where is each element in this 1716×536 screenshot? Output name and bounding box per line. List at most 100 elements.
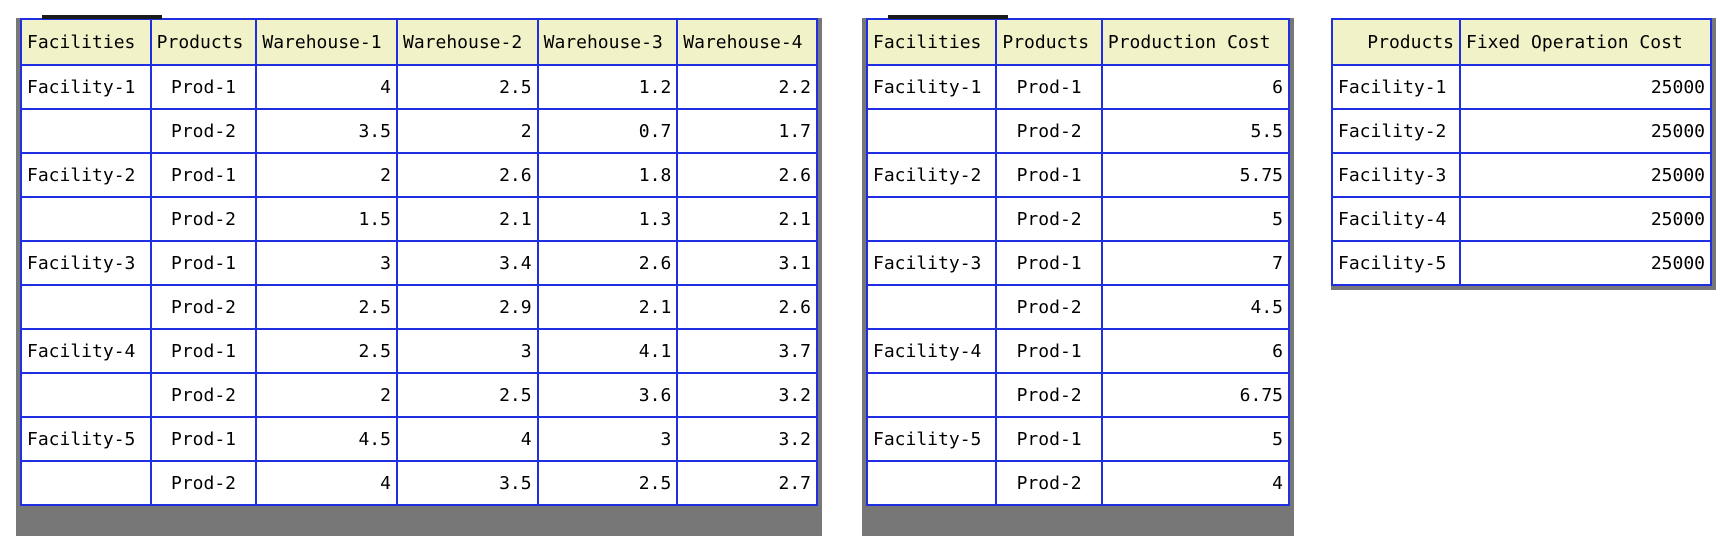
production-cost-cell[interactable]: 5 xyxy=(1100,416,1291,462)
product-cell[interactable]: Prod-1 xyxy=(149,64,258,110)
column-header[interactable]: Facilities xyxy=(20,18,152,66)
fixed-cost-cell[interactable]: 25000 xyxy=(1459,108,1712,154)
product-cell[interactable]: Prod-1 xyxy=(149,240,258,286)
production-cost-cell[interactable]: 7 xyxy=(1100,240,1291,286)
column-header[interactable]: Facilities xyxy=(865,18,998,66)
facility-cell[interactable]: Facility-2 xyxy=(865,152,998,198)
warehouse-2-cost-cell[interactable]: 2.5 xyxy=(395,372,539,418)
warehouse-4-cost-cell[interactable]: 2.7 xyxy=(676,460,818,506)
fixed-cost-cell[interactable]: 25000 xyxy=(1459,152,1712,198)
warehouse-3-cost-cell[interactable]: 1.2 xyxy=(536,64,679,110)
facility-cell[interactable]: Facility-2 xyxy=(20,152,152,198)
warehouse-3-cost-cell[interactable]: 2.6 xyxy=(536,240,679,286)
warehouse-3-cost-cell[interactable]: 2.5 xyxy=(536,460,679,506)
facility-cell[interactable]: Facility-5 xyxy=(1331,240,1461,286)
warehouse-4-cost-cell[interactable]: 1.7 xyxy=(676,108,818,154)
production-cost-cell[interactable]: 4.5 xyxy=(1100,284,1291,330)
warehouse-3-cost-cell[interactable]: 3 xyxy=(536,416,679,462)
warehouse-1-cost-cell[interactable]: 4.5 xyxy=(255,416,398,462)
warehouse-1-cost-cell[interactable]: 4 xyxy=(255,460,398,506)
facility-cell[interactable]: Facility-5 xyxy=(20,416,152,462)
facility-cell[interactable]: Facility-2 xyxy=(1331,108,1461,154)
warehouse-2-cost-cell[interactable]: 2.1 xyxy=(395,196,539,242)
product-cell[interactable]: Prod-2 xyxy=(149,196,258,242)
warehouse-2-cost-cell[interactable]: 2.5 xyxy=(395,64,539,110)
production-cost-cell[interactable]: 5.75 xyxy=(1100,152,1291,198)
facility-cell[interactable] xyxy=(20,372,152,418)
warehouse-3-cost-cell[interactable]: 2.1 xyxy=(536,284,679,330)
production-cost-cell[interactable]: 6 xyxy=(1100,64,1291,110)
facility-cell[interactable]: Facility-5 xyxy=(865,416,998,462)
fixed-cost-cell[interactable]: 25000 xyxy=(1459,240,1712,286)
warehouse-2-cost-cell[interactable]: 3.4 xyxy=(395,240,539,286)
product-cell[interactable]: Prod-2 xyxy=(995,108,1103,154)
facility-cell[interactable] xyxy=(865,196,998,242)
warehouse-1-cost-cell[interactable]: 1.5 xyxy=(255,196,398,242)
facility-cell[interactable]: Facility-4 xyxy=(1331,196,1461,242)
production-cost-cell[interactable]: 5.5 xyxy=(1100,108,1291,154)
product-cell[interactable]: Prod-2 xyxy=(995,284,1103,330)
facility-cell[interactable] xyxy=(20,196,152,242)
warehouse-1-cost-cell[interactable]: 3 xyxy=(255,240,398,286)
warehouse-3-cost-cell[interactable]: 4.1 xyxy=(536,328,679,374)
fixed-cost-cell[interactable]: 25000 xyxy=(1459,64,1712,110)
warehouse-2-cost-cell[interactable]: 2.6 xyxy=(395,152,539,198)
column-header[interactable]: Products xyxy=(1331,18,1461,66)
column-header[interactable]: Fixed Operation Cost xyxy=(1459,18,1712,66)
warehouse-2-cost-cell[interactable]: 4 xyxy=(395,416,539,462)
facility-cell[interactable] xyxy=(865,108,998,154)
warehouse-3-cost-cell[interactable]: 1.3 xyxy=(536,196,679,242)
facility-cell[interactable] xyxy=(865,460,998,506)
warehouse-2-cost-cell[interactable]: 2 xyxy=(395,108,539,154)
production-cost-cell[interactable]: 6 xyxy=(1100,328,1291,374)
product-cell[interactable]: Prod-1 xyxy=(149,152,258,198)
column-header[interactable]: Warehouse-1 xyxy=(255,18,398,66)
facility-cell[interactable] xyxy=(865,284,998,330)
warehouse-1-cost-cell[interactable]: 2.5 xyxy=(255,284,398,330)
facility-cell[interactable] xyxy=(20,108,152,154)
product-cell[interactable]: Prod-2 xyxy=(149,108,258,154)
warehouse-2-cost-cell[interactable]: 3 xyxy=(395,328,539,374)
product-cell[interactable]: Prod-1 xyxy=(995,416,1103,462)
product-cell[interactable]: Prod-1 xyxy=(149,328,258,374)
warehouse-4-cost-cell[interactable]: 2.2 xyxy=(676,64,818,110)
column-header[interactable]: Products xyxy=(149,18,258,66)
facility-cell[interactable]: Facility-1 xyxy=(20,64,152,110)
warehouse-2-cost-cell[interactable]: 3.5 xyxy=(395,460,539,506)
product-cell[interactable]: Prod-1 xyxy=(995,64,1103,110)
column-header[interactable]: Warehouse-4 xyxy=(676,18,818,66)
warehouse-2-cost-cell[interactable]: 2.9 xyxy=(395,284,539,330)
column-header[interactable]: Warehouse-3 xyxy=(536,18,679,66)
facility-cell[interactable] xyxy=(865,372,998,418)
warehouse-4-cost-cell[interactable]: 2.1 xyxy=(676,196,818,242)
column-header[interactable]: Production Cost xyxy=(1100,18,1291,66)
warehouse-3-cost-cell[interactable]: 1.8 xyxy=(536,152,679,198)
facility-cell[interactable]: Facility-4 xyxy=(20,328,152,374)
warehouse-4-cost-cell[interactable]: 3.1 xyxy=(676,240,818,286)
facility-cell[interactable]: Facility-3 xyxy=(1331,152,1461,198)
warehouse-1-cost-cell[interactable]: 2.5 xyxy=(255,328,398,374)
product-cell[interactable]: Prod-2 xyxy=(149,460,258,506)
fixed-cost-cell[interactable]: 25000 xyxy=(1459,196,1712,242)
column-header[interactable]: Warehouse-2 xyxy=(395,18,539,66)
warehouse-3-cost-cell[interactable]: 0.7 xyxy=(536,108,679,154)
product-cell[interactable]: Prod-1 xyxy=(995,240,1103,286)
warehouse-1-cost-cell[interactable]: 4 xyxy=(255,64,398,110)
column-header[interactable]: Products xyxy=(995,18,1103,66)
product-cell[interactable]: Prod-2 xyxy=(149,284,258,330)
warehouse-4-cost-cell[interactable]: 3.7 xyxy=(676,328,818,374)
warehouse-1-cost-cell[interactable]: 2 xyxy=(255,152,398,198)
warehouse-4-cost-cell[interactable]: 3.2 xyxy=(676,416,818,462)
warehouse-3-cost-cell[interactable]: 3.6 xyxy=(536,372,679,418)
warehouse-4-cost-cell[interactable]: 2.6 xyxy=(676,284,818,330)
product-cell[interactable]: Prod-1 xyxy=(149,416,258,462)
product-cell[interactable]: Prod-2 xyxy=(149,372,258,418)
warehouse-4-cost-cell[interactable]: 3.2 xyxy=(676,372,818,418)
production-cost-cell[interactable]: 4 xyxy=(1100,460,1291,506)
product-cell[interactable]: Prod-2 xyxy=(995,460,1103,506)
product-cell[interactable]: Prod-2 xyxy=(995,196,1103,242)
production-cost-cell[interactable]: 6.75 xyxy=(1100,372,1291,418)
facility-cell[interactable]: Facility-1 xyxy=(1331,64,1461,110)
facility-cell[interactable]: Facility-3 xyxy=(20,240,152,286)
warehouse-4-cost-cell[interactable]: 2.6 xyxy=(676,152,818,198)
